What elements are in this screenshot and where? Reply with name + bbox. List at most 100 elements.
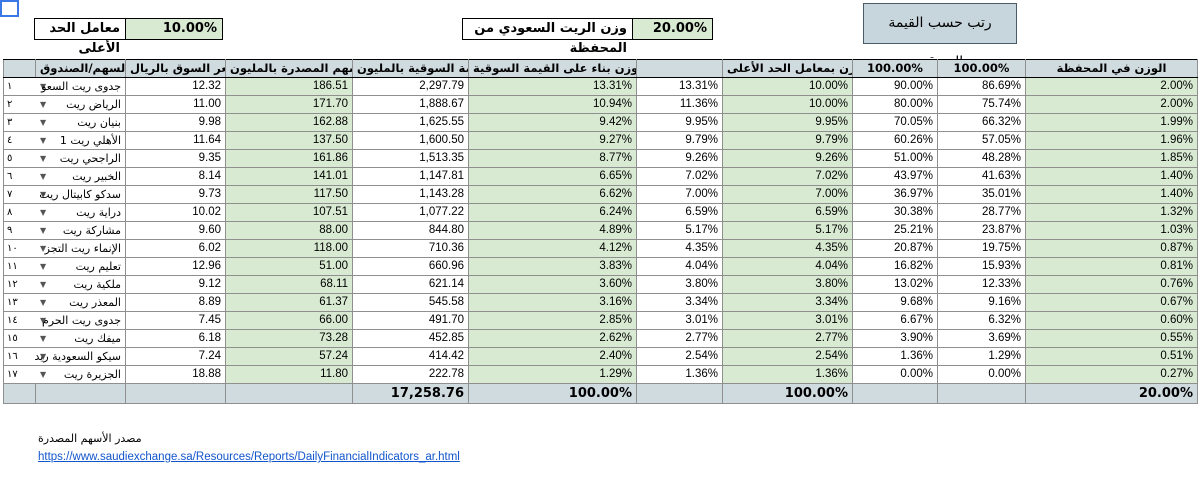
weight-portfolio-cell[interactable]: 0.27% bbox=[1025, 365, 1198, 384]
weight-capped-cell[interactable]: 9.95% bbox=[722, 113, 853, 132]
price-cell[interactable]: 9.73 bbox=[125, 185, 226, 204]
cumulative-a-cell[interactable]: 36.97% bbox=[852, 185, 938, 204]
cumulative-b-cell[interactable]: 35.01% bbox=[937, 185, 1026, 204]
shares-cell[interactable]: 68.11 bbox=[225, 275, 353, 294]
cumulative-a-cell[interactable]: 43.97% bbox=[852, 167, 938, 186]
market-cap-cell[interactable]: 491.70 bbox=[352, 311, 469, 330]
helper-weight-cell[interactable]: 9.26% bbox=[636, 149, 723, 168]
rank-by-market-cap-button[interactable]: رتب حسب القيمة السوقية bbox=[863, 3, 1017, 70]
stock-name-cell[interactable]: ٦ ▼ الخبير ريت bbox=[3, 167, 126, 186]
cumulative-b-cell[interactable]: 86.69% bbox=[937, 77, 1026, 96]
price-cell[interactable]: 9.98 bbox=[125, 113, 226, 132]
weight-market-cell[interactable]: 2.85% bbox=[468, 311, 637, 330]
weight-capped-cell[interactable]: 9.26% bbox=[722, 149, 853, 168]
cumulative-a-cell[interactable]: 1.36% bbox=[852, 347, 938, 366]
cumulative-a-cell[interactable]: 51.00% bbox=[852, 149, 938, 168]
helper-weight-cell[interactable]: 6.59% bbox=[636, 203, 723, 222]
weight-market-cell[interactable]: 3.83% bbox=[468, 257, 637, 276]
cumulative-a-cell[interactable]: 16.82% bbox=[852, 257, 938, 276]
shares-cell[interactable]: 118.00 bbox=[225, 239, 353, 258]
market-cap-cell[interactable]: 1,625.55 bbox=[352, 113, 469, 132]
dropdown-arrow-icon[interactable]: ▼ bbox=[40, 118, 47, 127]
cumulative-a-cell[interactable]: 80.00% bbox=[852, 95, 938, 114]
weight-portfolio-cell[interactable]: 1.03% bbox=[1025, 221, 1198, 240]
market-cap-cell[interactable]: 660.96 bbox=[352, 257, 469, 276]
helper-weight-cell[interactable]: 3.80% bbox=[636, 275, 723, 294]
helper-weight-cell[interactable]: 7.02% bbox=[636, 167, 723, 186]
shares-cell[interactable]: 88.00 bbox=[225, 221, 353, 240]
market-cap-cell[interactable]: 1,513.35 bbox=[352, 149, 469, 168]
source-link[interactable]: https://www.saudiexchange.sa/Resources/R… bbox=[38, 451, 460, 463]
cumulative-a-cell[interactable]: 30.38% bbox=[852, 203, 938, 222]
market-cap-cell[interactable]: 710.36 bbox=[352, 239, 469, 258]
weight-market-cell[interactable]: 9.42% bbox=[468, 113, 637, 132]
helper-weight-cell[interactable]: 3.01% bbox=[636, 311, 723, 330]
reit-weight-value[interactable]: 20.00% bbox=[632, 18, 713, 40]
shares-cell[interactable]: 141.01 bbox=[225, 167, 353, 186]
cumulative-a-cell[interactable]: 9.68% bbox=[852, 293, 938, 312]
weight-market-cell[interactable]: 8.77% bbox=[468, 149, 637, 168]
price-cell[interactable]: 9.35 bbox=[125, 149, 226, 168]
weight-market-cell[interactable]: 10.94% bbox=[468, 95, 637, 114]
weight-portfolio-cell[interactable]: 1.85% bbox=[1025, 149, 1198, 168]
weight-portfolio-cell[interactable]: 0.67% bbox=[1025, 293, 1198, 312]
weight-capped-cell[interactable]: 7.02% bbox=[722, 167, 853, 186]
cumulative-b-cell[interactable]: 66.32% bbox=[937, 113, 1026, 132]
market-cap-cell[interactable]: 414.42 bbox=[352, 347, 469, 366]
weight-portfolio-cell[interactable]: 2.00% bbox=[1025, 77, 1198, 96]
weight-capped-cell[interactable]: 3.34% bbox=[722, 293, 853, 312]
weight-portfolio-cell[interactable]: 0.55% bbox=[1025, 329, 1198, 348]
weight-portfolio-cell[interactable]: 1.40% bbox=[1025, 167, 1198, 186]
price-cell[interactable]: 8.89 bbox=[125, 293, 226, 312]
helper-weight-cell[interactable]: 4.35% bbox=[636, 239, 723, 258]
price-cell[interactable]: 18.88 bbox=[125, 365, 226, 384]
cumulative-b-cell[interactable]: 23.87% bbox=[937, 221, 1026, 240]
cumulative-b-cell[interactable]: 12.33% bbox=[937, 275, 1026, 294]
helper-weight-cell[interactable]: 13.31% bbox=[636, 77, 723, 96]
market-cap-cell[interactable]: 1,077.22 bbox=[352, 203, 469, 222]
total-weight-market[interactable]: 100.00% bbox=[468, 383, 637, 404]
helper-weight-cell[interactable]: 1.36% bbox=[636, 365, 723, 384]
shares-cell[interactable]: 11.80 bbox=[225, 365, 353, 384]
market-cap-cell[interactable]: 621.14 bbox=[352, 275, 469, 294]
weight-market-cell[interactable]: 4.12% bbox=[468, 239, 637, 258]
dropdown-arrow-icon[interactable]: ▼ bbox=[40, 136, 47, 145]
weight-market-cell[interactable]: 3.60% bbox=[468, 275, 637, 294]
max-factor-value[interactable]: 10.00% bbox=[125, 18, 223, 40]
weight-portfolio-cell[interactable]: 2.00% bbox=[1025, 95, 1198, 114]
weight-portfolio-cell[interactable]: 0.81% bbox=[1025, 257, 1198, 276]
weight-market-cell[interactable]: 13.31% bbox=[468, 77, 637, 96]
cumulative-a-cell[interactable]: 0.00% bbox=[852, 365, 938, 384]
dropdown-arrow-icon[interactable]: ▼ bbox=[40, 370, 47, 379]
stock-name-cell[interactable]: ٨ ▼ دراية ريت bbox=[3, 203, 126, 222]
shares-cell[interactable]: 51.00 bbox=[225, 257, 353, 276]
stock-name-cell[interactable]: ٥ ▼ الراجحي ريت bbox=[3, 149, 126, 168]
helper-weight-cell[interactable]: 7.00% bbox=[636, 185, 723, 204]
shares-cell[interactable]: 117.50 bbox=[225, 185, 353, 204]
cumulative-a-cell[interactable]: 90.00% bbox=[852, 77, 938, 96]
stock-name-cell[interactable]: ٢ ▼ الرياض ريت bbox=[3, 95, 126, 114]
dropdown-arrow-icon[interactable]: ▼ bbox=[40, 316, 47, 325]
cumulative-b-cell[interactable]: 75.74% bbox=[937, 95, 1026, 114]
weight-portfolio-cell[interactable]: 1.32% bbox=[1025, 203, 1198, 222]
market-cap-cell[interactable]: 1,147.81 bbox=[352, 167, 469, 186]
cumulative-a-cell[interactable]: 13.02% bbox=[852, 275, 938, 294]
price-cell[interactable]: 11.64 bbox=[125, 131, 226, 150]
dropdown-arrow-icon[interactable]: ▼ bbox=[40, 352, 47, 361]
helper-weight-cell[interactable]: 5.17% bbox=[636, 221, 723, 240]
weight-portfolio-cell[interactable]: 1.40% bbox=[1025, 185, 1198, 204]
weight-capped-cell[interactable]: 5.17% bbox=[722, 221, 853, 240]
helper-weight-cell[interactable]: 3.34% bbox=[636, 293, 723, 312]
shares-cell[interactable]: 162.88 bbox=[225, 113, 353, 132]
cumulative-a-cell[interactable]: 6.67% bbox=[852, 311, 938, 330]
cumulative-b-cell[interactable]: 15.93% bbox=[937, 257, 1026, 276]
weight-capped-cell[interactable]: 2.54% bbox=[722, 347, 853, 366]
dropdown-arrow-icon[interactable]: ▼ bbox=[40, 298, 47, 307]
dropdown-arrow-icon[interactable]: ▼ bbox=[40, 172, 47, 181]
weight-portfolio-cell[interactable]: 1.99% bbox=[1025, 113, 1198, 132]
dropdown-arrow-icon[interactable]: ▼ bbox=[40, 208, 47, 217]
helper-weight-cell[interactable]: 2.77% bbox=[636, 329, 723, 348]
price-cell[interactable]: 9.12 bbox=[125, 275, 226, 294]
shares-cell[interactable]: 171.70 bbox=[225, 95, 353, 114]
dropdown-arrow-icon[interactable]: ▼ bbox=[40, 334, 47, 343]
